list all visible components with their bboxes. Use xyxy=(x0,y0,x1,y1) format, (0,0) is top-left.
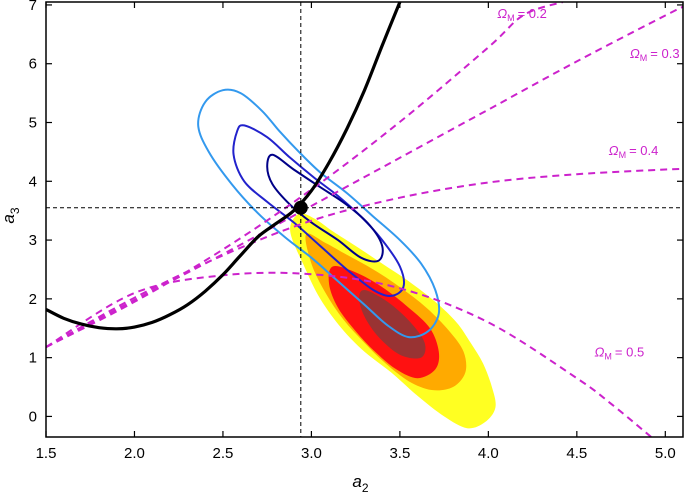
omega-curve-1 xyxy=(46,5,683,348)
omega-sub: M xyxy=(507,13,515,23)
y-axis-label-sub: 3 xyxy=(8,207,22,214)
x-tick-label: 3.5 xyxy=(389,445,410,462)
y-tick-label: 7 xyxy=(29,0,37,14)
line-contour-outer xyxy=(197,88,441,339)
x-tick-label: 3.0 xyxy=(301,445,322,462)
omega-labels: ΩM = 0.2 ΩM = 0.3 ΩM = 0.4 ΩM = 0.5 xyxy=(497,6,679,362)
x-axis-label: a2 xyxy=(352,472,368,495)
omega-value: = 0.3 xyxy=(650,46,679,61)
reference-point xyxy=(293,200,308,215)
omega-curves xyxy=(46,2,683,437)
omega-curve-2 xyxy=(46,167,683,348)
reference-lines xyxy=(46,2,683,437)
x-tick-label: 4.0 xyxy=(478,445,499,462)
x-tick-label: 2.0 xyxy=(124,445,145,462)
axis-ticks: 1.5 2.0 2.5 3.0 3.5 4.0 4.5 5.0 0 1 2 3 4 5 6 7 xyxy=(29,0,683,462)
omega-sub: M xyxy=(640,53,648,63)
y-tick-label: 6 xyxy=(29,56,37,73)
omega-curve-0 xyxy=(46,2,564,348)
omega-value: = 0.4 xyxy=(629,143,658,158)
omega-symbol: Ω xyxy=(595,344,605,359)
omega-symbol: Ω xyxy=(609,143,619,158)
y-tick-label: 3 xyxy=(29,232,37,249)
line-contour-middle xyxy=(232,124,405,297)
y-tick-label: 5 xyxy=(29,115,37,132)
y-tick-label: 4 xyxy=(29,173,37,190)
y-tick-label: 1 xyxy=(29,350,37,367)
x-tick-label: 4.5 xyxy=(566,445,587,462)
omega-value: = 0.5 xyxy=(615,344,644,359)
x-axis-label-sub: 2 xyxy=(362,481,369,495)
omega-label-0.5: ΩM = 0.5 xyxy=(595,344,645,361)
y-axis-label-main: a xyxy=(0,214,18,223)
omega-label-0.4: ΩM = 0.4 xyxy=(609,143,659,160)
y-tick-label: 0 xyxy=(29,408,37,425)
y-axis-label: a3 xyxy=(0,207,22,223)
line-contours xyxy=(197,88,441,339)
x-tick-label: 5.0 xyxy=(655,445,676,462)
omega-symbol: Ω xyxy=(630,46,640,61)
filled-contour-core xyxy=(359,289,426,359)
omega-value: = 0.2 xyxy=(518,6,547,21)
omega-label-0.3: ΩM = 0.3 xyxy=(630,46,680,63)
omega-sub: M xyxy=(619,150,627,160)
omega-sub: M xyxy=(604,351,612,361)
relation-curve-layer xyxy=(46,2,402,331)
line-contour-inner xyxy=(266,153,384,263)
x-axis-label-main: a xyxy=(352,472,361,491)
plot-frame xyxy=(45,1,684,438)
x-tick-label: 1.5 xyxy=(36,445,57,462)
relation-curve xyxy=(46,2,402,331)
y-tick-label: 2 xyxy=(29,291,37,308)
x-tick-label: 2.5 xyxy=(213,445,234,462)
omega-label-0.2: ΩM = 0.2 xyxy=(497,6,547,23)
omega-symbol: Ω xyxy=(497,6,507,21)
omega-curve-3 xyxy=(46,271,652,437)
